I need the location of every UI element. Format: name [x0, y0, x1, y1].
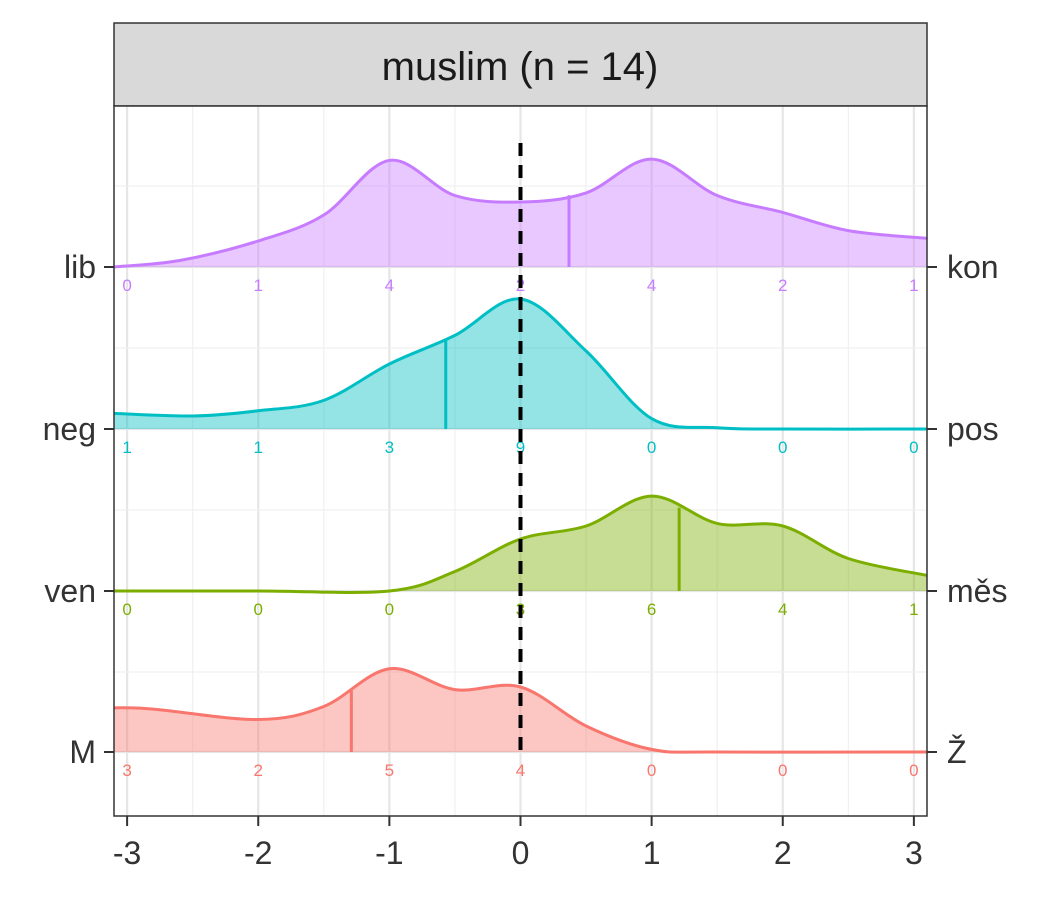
count-label: 0	[778, 761, 787, 780]
density-curve	[113, 667, 928, 754]
count-label: 4	[516, 761, 525, 780]
x-tick-label: 0	[512, 835, 530, 871]
count-label: 2	[254, 761, 263, 780]
y-label-right: pos	[947, 411, 999, 447]
count-label: 4	[778, 600, 787, 619]
count-label: 4	[385, 276, 394, 295]
count-label: 1	[254, 276, 263, 295]
axes: -3 -2 -1 0 1 2 3 lib kon neg pos ven měs M Ž	[43, 249, 1008, 871]
x-tick-label: -3	[113, 835, 141, 871]
density-curve	[113, 297, 928, 431]
panel-strip: muslim (n = 14)	[113, 22, 928, 107]
density-curve	[114, 494, 928, 594]
y-label-right: kon	[947, 249, 999, 285]
count-label: 0	[647, 438, 656, 457]
density-curve	[113, 157, 928, 269]
count-label: 0	[254, 600, 263, 619]
count-label: 0	[647, 761, 656, 780]
x-tick-label: -1	[375, 835, 403, 871]
count-label: 0	[909, 761, 918, 780]
count-label: 2	[778, 276, 787, 295]
y-label-right: Ž	[947, 734, 967, 770]
count-label: 0	[122, 600, 131, 619]
y-label-right: měs	[947, 573, 1007, 609]
density-area	[114, 668, 927, 753]
chart-title: muslim (n = 14)	[382, 45, 659, 89]
y-label-left: neg	[43, 411, 96, 447]
x-tick-label: -2	[244, 835, 272, 871]
y-label-left: ven	[44, 573, 96, 609]
count-label: 9	[516, 438, 525, 457]
count-label: 1	[122, 438, 131, 457]
count-label: 0	[122, 276, 131, 295]
count-label: 1	[909, 600, 918, 619]
count-label: 1	[254, 438, 263, 457]
count-label: 0	[778, 438, 787, 457]
series-M: 3 2 5 4 0 0 0	[113, 667, 928, 780]
count-label: 3	[122, 761, 131, 780]
y-label-left: lib	[64, 249, 96, 285]
y-label-left: M	[69, 734, 96, 770]
x-tick-label: 3	[905, 835, 923, 871]
x-tick-label: 1	[643, 835, 661, 871]
count-label: 6	[647, 600, 656, 619]
count-label: 0	[385, 600, 394, 619]
count-label: 4	[647, 276, 656, 295]
count-label: 1	[909, 276, 918, 295]
count-label: 0	[909, 438, 918, 457]
x-tick-label: 2	[774, 835, 792, 871]
count-label: 3	[385, 438, 394, 457]
count-label: 5	[385, 761, 394, 780]
